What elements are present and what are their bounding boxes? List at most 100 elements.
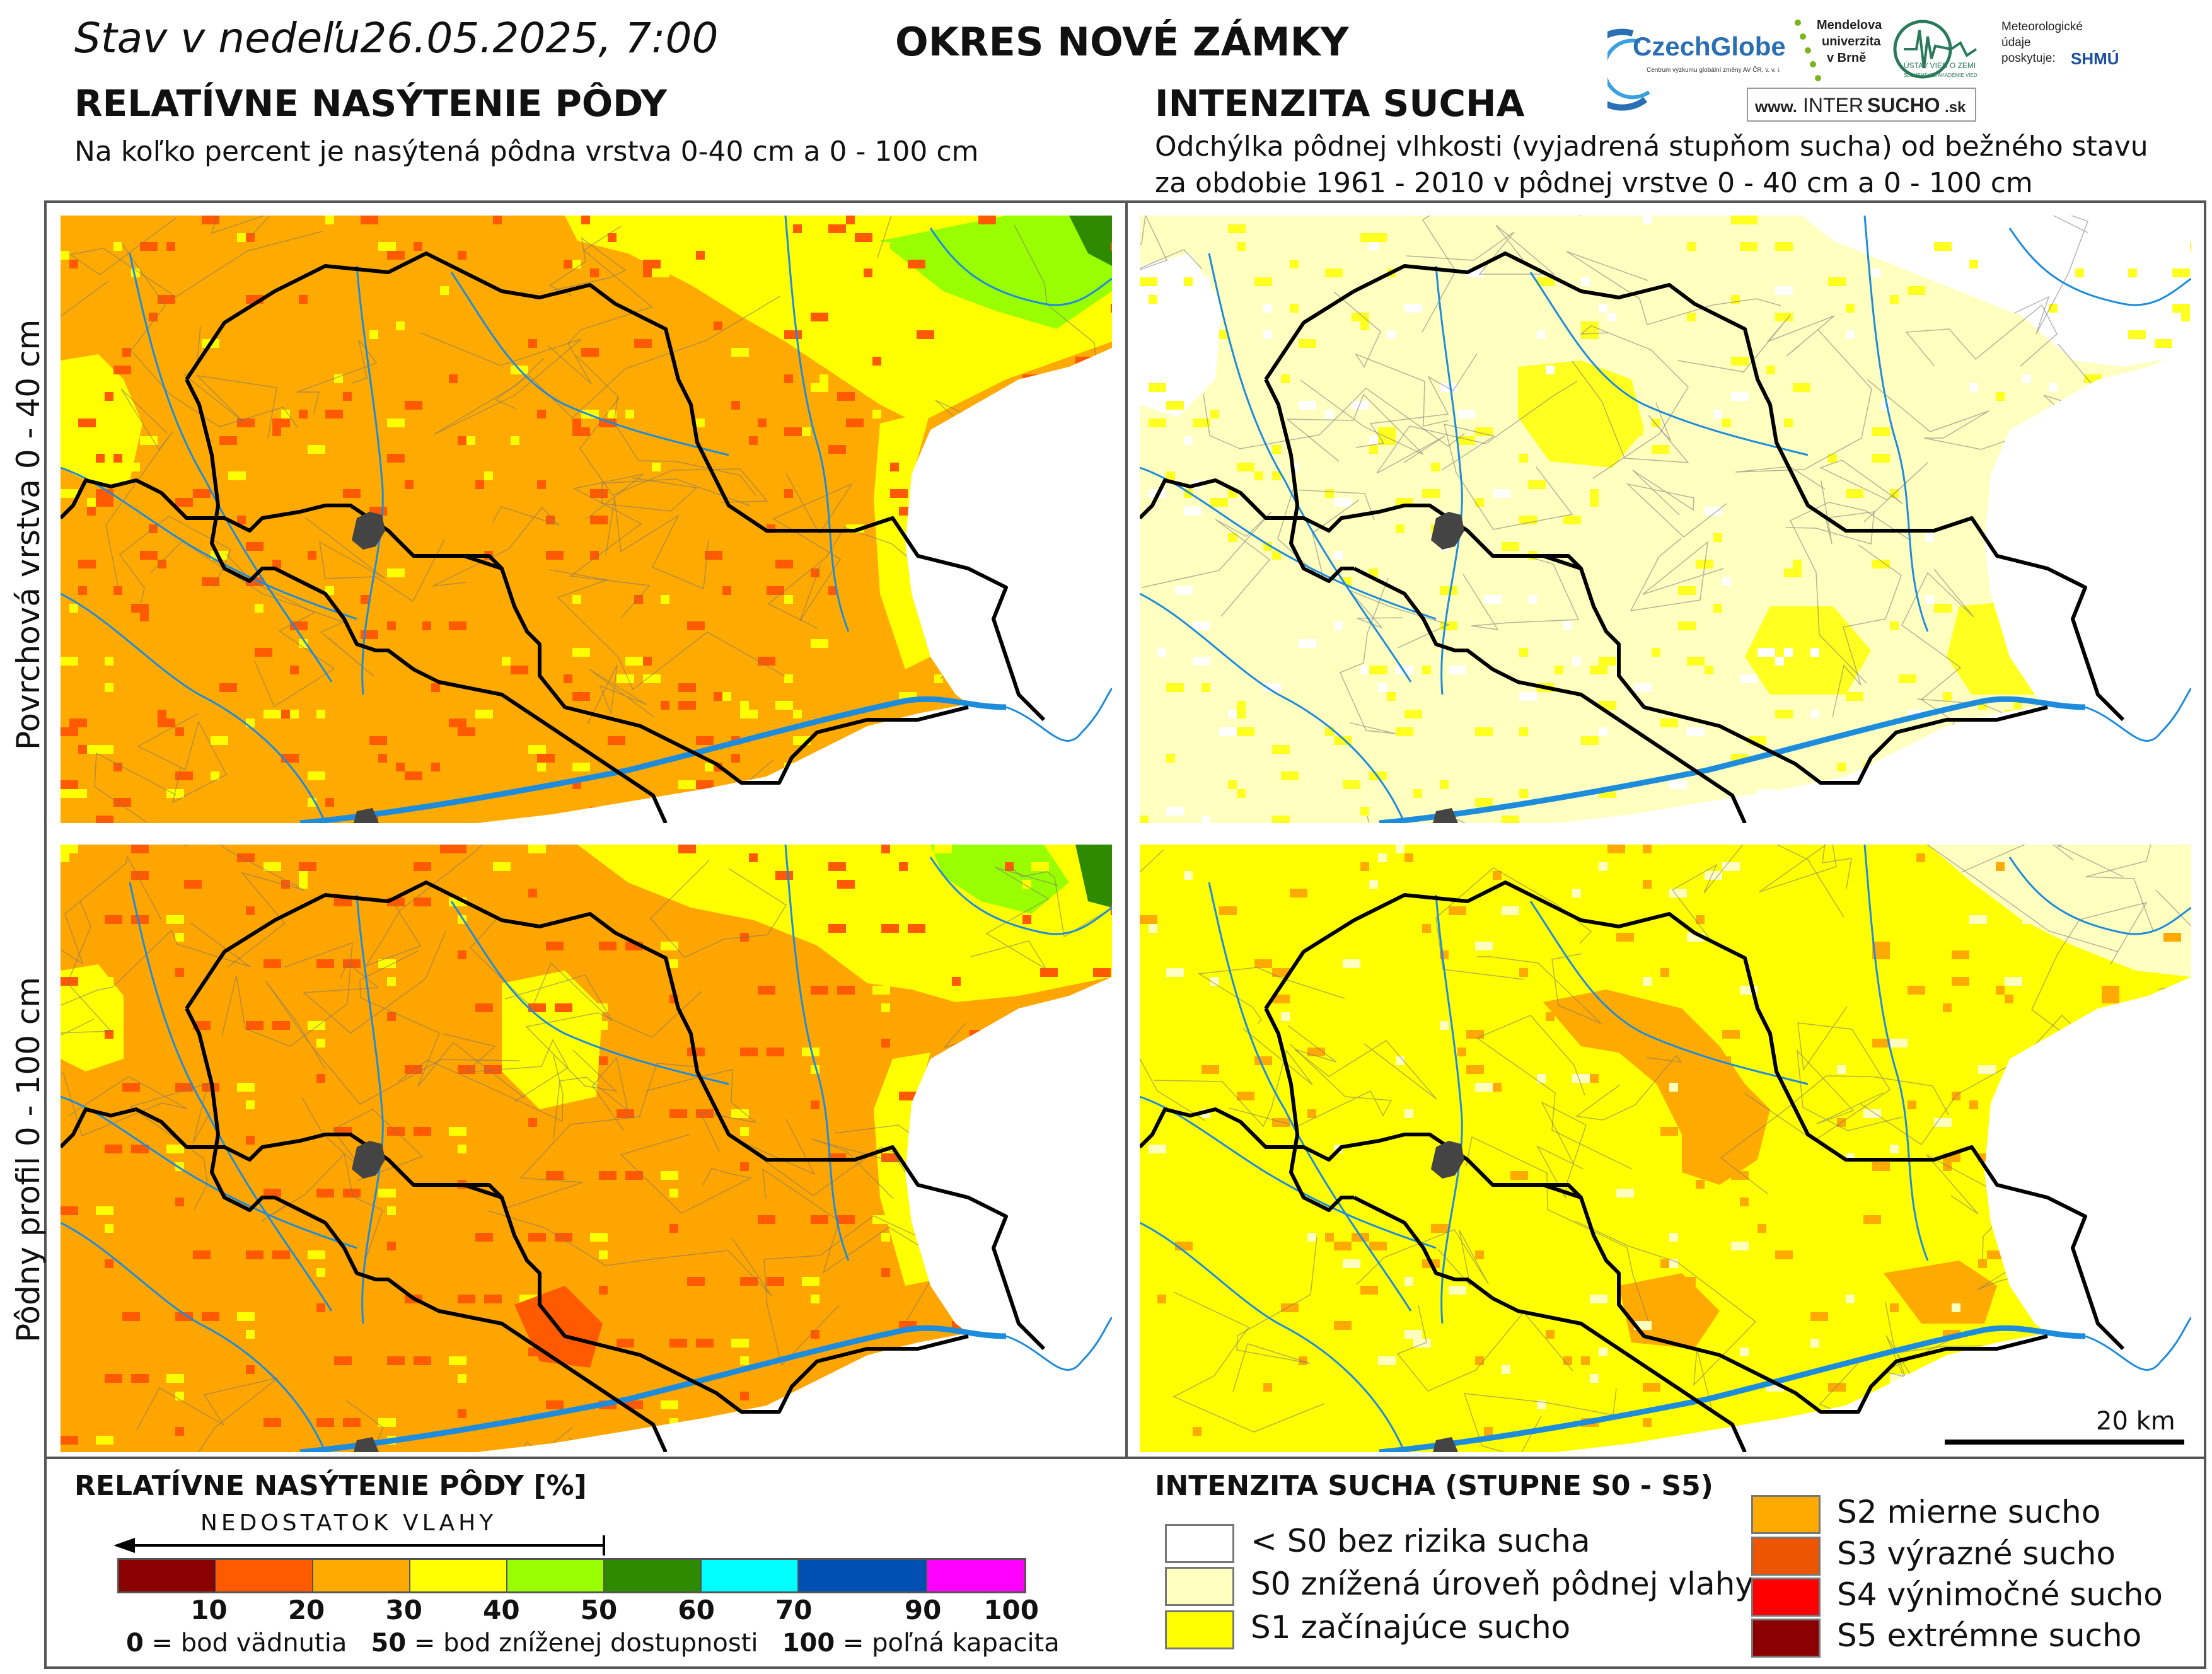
- drought-legend-swatch: [1751, 1537, 1821, 1576]
- colorbar-tick-label: 60: [678, 1595, 715, 1625]
- colorbar-bin: [216, 1560, 313, 1591]
- colorbar-bin: [799, 1560, 927, 1591]
- river: [129, 882, 333, 1312]
- saturation-colorbar: [117, 1558, 1026, 1593]
- panel-divider-vertical: [1125, 200, 1128, 1458]
- row-label-profile: Pôdny profil 0 - 100 cm: [10, 976, 47, 1342]
- colorbar-bin: [119, 1560, 216, 1591]
- svg-text:Mendelova: Mendelova: [1817, 18, 1882, 32]
- river: [1140, 1095, 1437, 1249]
- map-saturation-topsoil: [61, 216, 1112, 823]
- colorbar-bin: [410, 1560, 507, 1591]
- svg-text:CzechGlobe: CzechGlobe: [1633, 32, 1786, 61]
- raster-region: [61, 964, 124, 1071]
- raster-region: [1884, 1261, 1997, 1324]
- raster-region: [1075, 845, 1112, 908]
- drought-subtitle-1: Odchýlka pôdnej vlhkosti (vyjadrená stup…: [1155, 130, 2148, 163]
- raster-region: [1928, 845, 2191, 977]
- raster-region: [1802, 216, 2191, 367]
- row-label-topsoil: Povrchová vrstva 0 - 40 cm: [10, 319, 47, 750]
- colorbar-tick-label: 90: [904, 1595, 942, 1625]
- town-area: [354, 1437, 379, 1452]
- colorbar-tick-label: 100: [983, 1595, 1039, 1625]
- drought-legend-label: S4 výnimočné sucho: [1837, 1576, 2163, 1613]
- colorbar-bin: [927, 1560, 1024, 1591]
- raster-region: [1947, 600, 2054, 695]
- svg-text:www.: www.: [1754, 97, 1797, 116]
- river: [1208, 882, 1412, 1312]
- date-line: Stav v nedeľu26.05.2025, 7:00: [74, 14, 719, 62]
- svg-text:SUCHO: SUCHO: [1867, 94, 1940, 117]
- river: [1005, 688, 1112, 742]
- svg-text:údaje: údaje: [2001, 36, 2031, 49]
- shmu-logo: Meteorologické údaje poskytuje: SHMÚ: [2001, 20, 2119, 68]
- river: [299, 696, 1007, 823]
- drought-legend-swatch: [1165, 1524, 1234, 1563]
- raster-region: [1518, 361, 1644, 468]
- river: [1379, 1325, 2086, 1452]
- river: [784, 216, 850, 632]
- map-drought-profile: [1140, 845, 2191, 1452]
- river: [2008, 857, 2191, 935]
- svg-text:SLOVENSKEJ AKADÉMIE VIED: SLOVENSKEJ AKADÉMIE VIED: [1904, 72, 1977, 78]
- river: [1529, 901, 1809, 1085]
- raster-region: [880, 216, 1112, 329]
- river: [61, 592, 327, 823]
- colorbar-tick-label: 50: [580, 1595, 618, 1625]
- saturation-colorbar-ticks: 10 20 30 40 50 60 70 90 100: [117, 1595, 1039, 1626]
- drought-legend-label: S0 znížená úroveň pôdnej vlahy: [1251, 1566, 1754, 1602]
- town-area: [1433, 808, 1458, 823]
- saturation-legend-title: RELATÍVNE NASÝTENIE PÔDY [%]: [74, 1470, 587, 1502]
- colorbar-bin: [313, 1560, 410, 1591]
- raster-region: [874, 411, 930, 669]
- drought-legend-swatch: [1165, 1567, 1234, 1606]
- intersucho-logo: www. INTER SUCHO .sk: [1747, 88, 1976, 122]
- river: [929, 857, 1112, 935]
- map-saturation-profile: [61, 845, 1112, 1452]
- river: [784, 845, 850, 1261]
- svg-text:Meteorologické: Meteorologické: [2001, 20, 2083, 33]
- town-area: [1431, 1141, 1464, 1179]
- svg-text:v Brně: v Brně: [1827, 51, 1866, 65]
- river: [61, 466, 357, 620]
- raster-region: [1543, 990, 1770, 1185]
- river: [1379, 696, 2086, 823]
- drought-legend-label: S1 začínajúce sucho: [1251, 1609, 1571, 1646]
- river: [1208, 253, 1412, 683]
- drought-title: INTENZITA SUCHA: [1155, 82, 1525, 125]
- drought-legend-swatch: [1751, 1578, 1821, 1617]
- river: [61, 1095, 357, 1249]
- raster-region: [930, 845, 1069, 914]
- town-area: [1431, 512, 1464, 550]
- district-border: [1353, 554, 1747, 823]
- panel-divider-horizontal: [44, 1457, 2206, 1459]
- river: [2085, 688, 2191, 742]
- river: [1863, 216, 1929, 632]
- river: [1140, 592, 1406, 823]
- svg-text:SHMÚ: SHMÚ: [2071, 49, 2119, 68]
- scale-bar: [1945, 1440, 2184, 1445]
- partner-logos: CzechGlobe Centrum výzkumu globální změn…: [1607, 18, 2119, 122]
- raster-region: [1069, 216, 1112, 266]
- river: [1863, 845, 1929, 1261]
- deficit-arrow: [113, 1535, 605, 1556]
- svg-text:ÚSTAV VIED O ZEMI: ÚSTAV VIED O ZEMI: [1904, 61, 1976, 70]
- district-border: [274, 554, 668, 823]
- river: [1140, 1221, 1406, 1452]
- river: [1435, 265, 1463, 695]
- map-drought-topsoil: [1140, 216, 2191, 823]
- river: [1529, 272, 1809, 456]
- river: [929, 228, 1112, 306]
- river: [450, 272, 729, 456]
- river: [299, 1325, 1007, 1452]
- colorbar-bin: [702, 1560, 799, 1591]
- saturation-note: 0 = bod vädnutia 50 = bod zníženej dostu…: [126, 1629, 1060, 1658]
- raster-region: [61, 354, 142, 487]
- drought-legend-swatch: [1751, 1619, 1821, 1658]
- river: [1005, 1317, 1112, 1371]
- svg-text:univerzita: univerzita: [1822, 35, 1881, 49]
- drought-legend-swatch: [1165, 1610, 1234, 1649]
- svg-text:poskytuje:: poskytuje:: [2001, 52, 2056, 65]
- saturation-title: RELATÍVNE NASÝTENIE PÔDY: [74, 82, 668, 125]
- colorbar-tick-label: 10: [190, 1595, 228, 1625]
